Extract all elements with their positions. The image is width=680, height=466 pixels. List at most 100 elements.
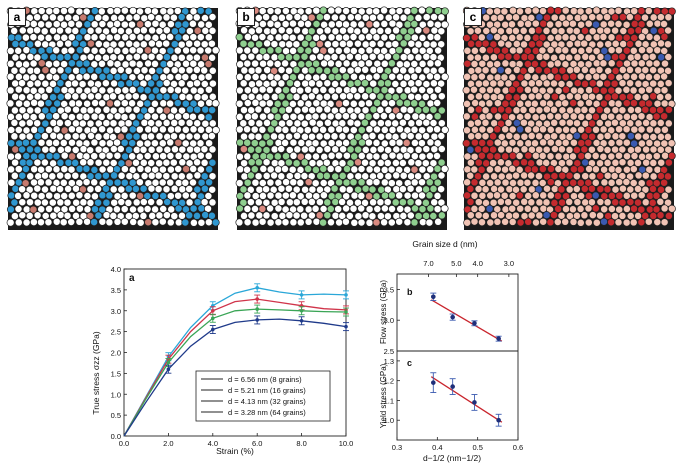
atom [71,146,80,154]
atom [307,79,316,88]
data-point [496,417,501,423]
atom [14,126,23,134]
atom [181,99,190,108]
atom [135,125,144,134]
atom [577,60,585,69]
atom [388,72,397,81]
atom [177,53,186,62]
atom [508,20,516,29]
atom [178,26,187,35]
atom [470,46,479,55]
data-point [211,316,215,321]
atom [277,26,286,35]
atom [304,73,313,82]
atom [591,151,600,160]
atom [128,191,137,200]
atom [193,158,202,167]
atom [94,53,103,62]
atom [565,171,574,180]
atom [22,99,31,108]
atom [255,119,264,128]
atom [591,112,600,121]
atom [320,59,329,68]
atom [561,60,570,69]
atom [331,27,340,36]
atom [258,217,267,226]
atom [561,99,570,108]
atom [429,119,438,127]
atom [660,112,669,121]
atom [44,99,53,107]
atom [151,19,160,28]
atom [614,218,623,227]
atom [380,125,389,134]
atom [331,92,339,101]
atom [396,73,404,81]
atom [204,192,213,200]
atom [56,211,65,219]
atom [247,92,256,101]
atom [388,33,397,42]
atom [634,26,643,35]
atom [542,145,551,154]
atom [56,198,65,207]
atom [30,98,39,107]
atom [437,145,446,153]
atom [243,73,252,82]
atom [59,218,68,227]
atom [201,14,209,22]
atom [239,119,248,128]
atom [292,65,301,74]
atom [610,172,619,180]
atom [531,191,540,200]
atom [327,218,335,227]
atom [440,204,449,213]
atom [235,179,244,188]
atom [56,185,65,194]
atom [557,80,566,88]
data-point [496,336,501,341]
atom [528,106,537,115]
atom [667,7,676,16]
atom [585,165,594,173]
atom [343,164,351,173]
atom [430,172,438,181]
atom [22,191,31,200]
atom [144,59,153,68]
atom [60,192,69,200]
atom [211,46,220,55]
atom [577,46,586,55]
atom [166,165,175,174]
atom [292,159,301,168]
atom [622,218,631,227]
atom [478,86,487,95]
atom [90,112,99,121]
atom [189,125,198,134]
atom [354,13,363,22]
atom [316,171,325,180]
atom [293,13,302,21]
atom [71,92,80,101]
atom [204,85,213,94]
atom [125,39,134,48]
atom [481,185,490,194]
atom [515,191,524,200]
atom [410,152,419,161]
atom [18,171,27,180]
atom [361,198,369,207]
atom [534,26,543,35]
atom [577,125,586,134]
atom [519,185,528,194]
atom [615,33,624,42]
atom [258,85,267,94]
atom [37,152,46,161]
atom [516,99,525,108]
atom [197,125,205,134]
atom [132,79,141,88]
atom [334,165,343,174]
atom [335,33,344,42]
atom [474,172,482,181]
atom [345,212,354,220]
atom [524,217,533,226]
atom [155,79,164,88]
